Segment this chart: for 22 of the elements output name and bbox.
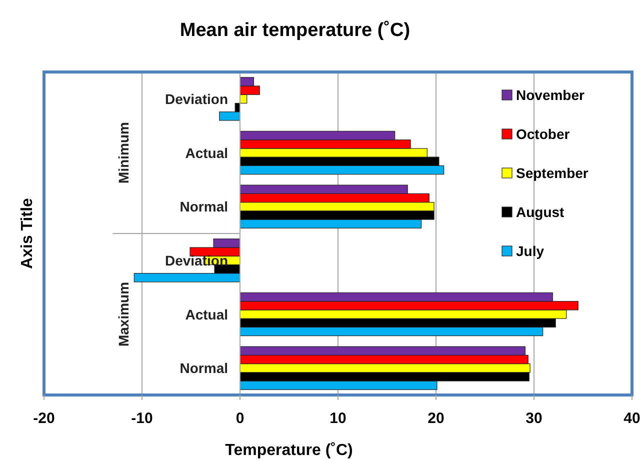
x-tick-label: -20	[33, 410, 55, 427]
legend-label: August	[516, 204, 565, 220]
y-tick-label: Actual	[185, 144, 228, 161]
y-axis-title: Axis Title	[19, 198, 36, 269]
y-tick-label: Actual	[185, 306, 228, 322]
x-tick-label: 10	[330, 410, 346, 427]
annotation: Maximum	[115, 282, 132, 347]
y-tick-label: Normal	[180, 360, 228, 376]
x-tick-label: 30	[526, 410, 542, 427]
x-tick-label: -10	[131, 410, 153, 427]
legend-label: October	[516, 126, 570, 142]
legend-label: July	[516, 243, 544, 259]
legend-label: September	[516, 165, 589, 181]
chart-title: Mean air temperature (˚C)	[180, 20, 410, 41]
y-tick-label: Deviation	[164, 90, 228, 107]
x-axis-title: Temperature (˚C)	[225, 442, 353, 459]
x-tick-label: 0	[236, 410, 244, 427]
x-tick-label: 20	[428, 410, 444, 427]
legend-label: November	[516, 87, 586, 103]
x-tick-label: 40	[624, 410, 640, 427]
y-tick-label: Normal	[180, 198, 228, 215]
annotation: Minimum	[115, 122, 132, 184]
